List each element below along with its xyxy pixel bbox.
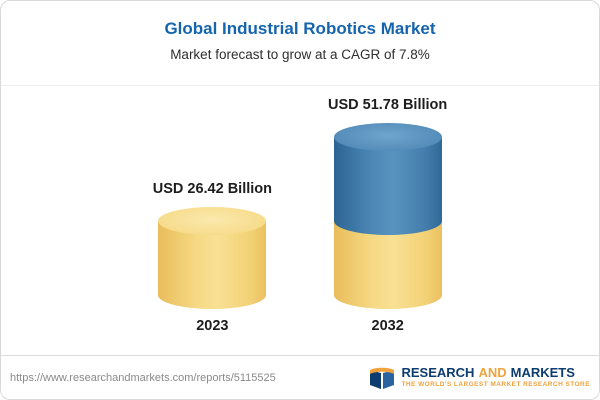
value-label-2023: USD 26.42 Billion [152,181,272,197]
logo-word-markets: MARKETS [510,365,575,381]
logo-text: RESEARCH AND MARKETS THE WORLD'S LARGEST… [401,366,590,389]
research-and-markets-logo-mark-icon [369,366,395,390]
bar-2032: USD 51.78 Billion 2032 [328,97,447,335]
header: Global Industrial Robotics Market Market… [1,1,599,62]
cylinder-2023 [158,207,267,309]
cyl-2032-blue [333,137,442,235]
cylinder-2032-top-ellipse [333,123,442,151]
cyl-2023-body [158,221,267,309]
year-label-2023: 2023 [196,318,229,334]
year-label-2032: 2032 [371,318,404,334]
bar-2023: USD 26.42 Billion 2023 [153,181,272,335]
logo-word-research: RESEARCH [401,365,475,381]
chart-area: USD 26.42 Billion 2023 USD 51.78 Billion… [1,91,599,335]
cylinder-2023-top-ellipse [158,207,267,235]
logo-name: RESEARCH AND MARKETS [401,366,574,379]
logo-tagline: THE WORLD'S LARGEST MARKET RESEARCH STOR… [401,381,590,389]
chart-title: Global Industrial Robotics Market [164,19,436,38]
chart-subtitle: Market forecast to grow at a CAGR of 7.8… [170,47,430,62]
value-label-2032: USD 51.78 Billion [328,97,448,113]
research-and-markets-logo: RESEARCH AND MARKETS THE WORLD'S LARGEST… [369,366,590,390]
footer: https://www.researchandmarkets.com/repor… [1,355,599,399]
header-divider [1,85,599,86]
cylinder-2032 [333,123,442,309]
report-url-link[interactable]: https://www.researchandmarkets.com/repor… [10,371,276,384]
logo-word-and: AND [478,365,507,381]
cyl-2032-yellow [333,221,442,309]
